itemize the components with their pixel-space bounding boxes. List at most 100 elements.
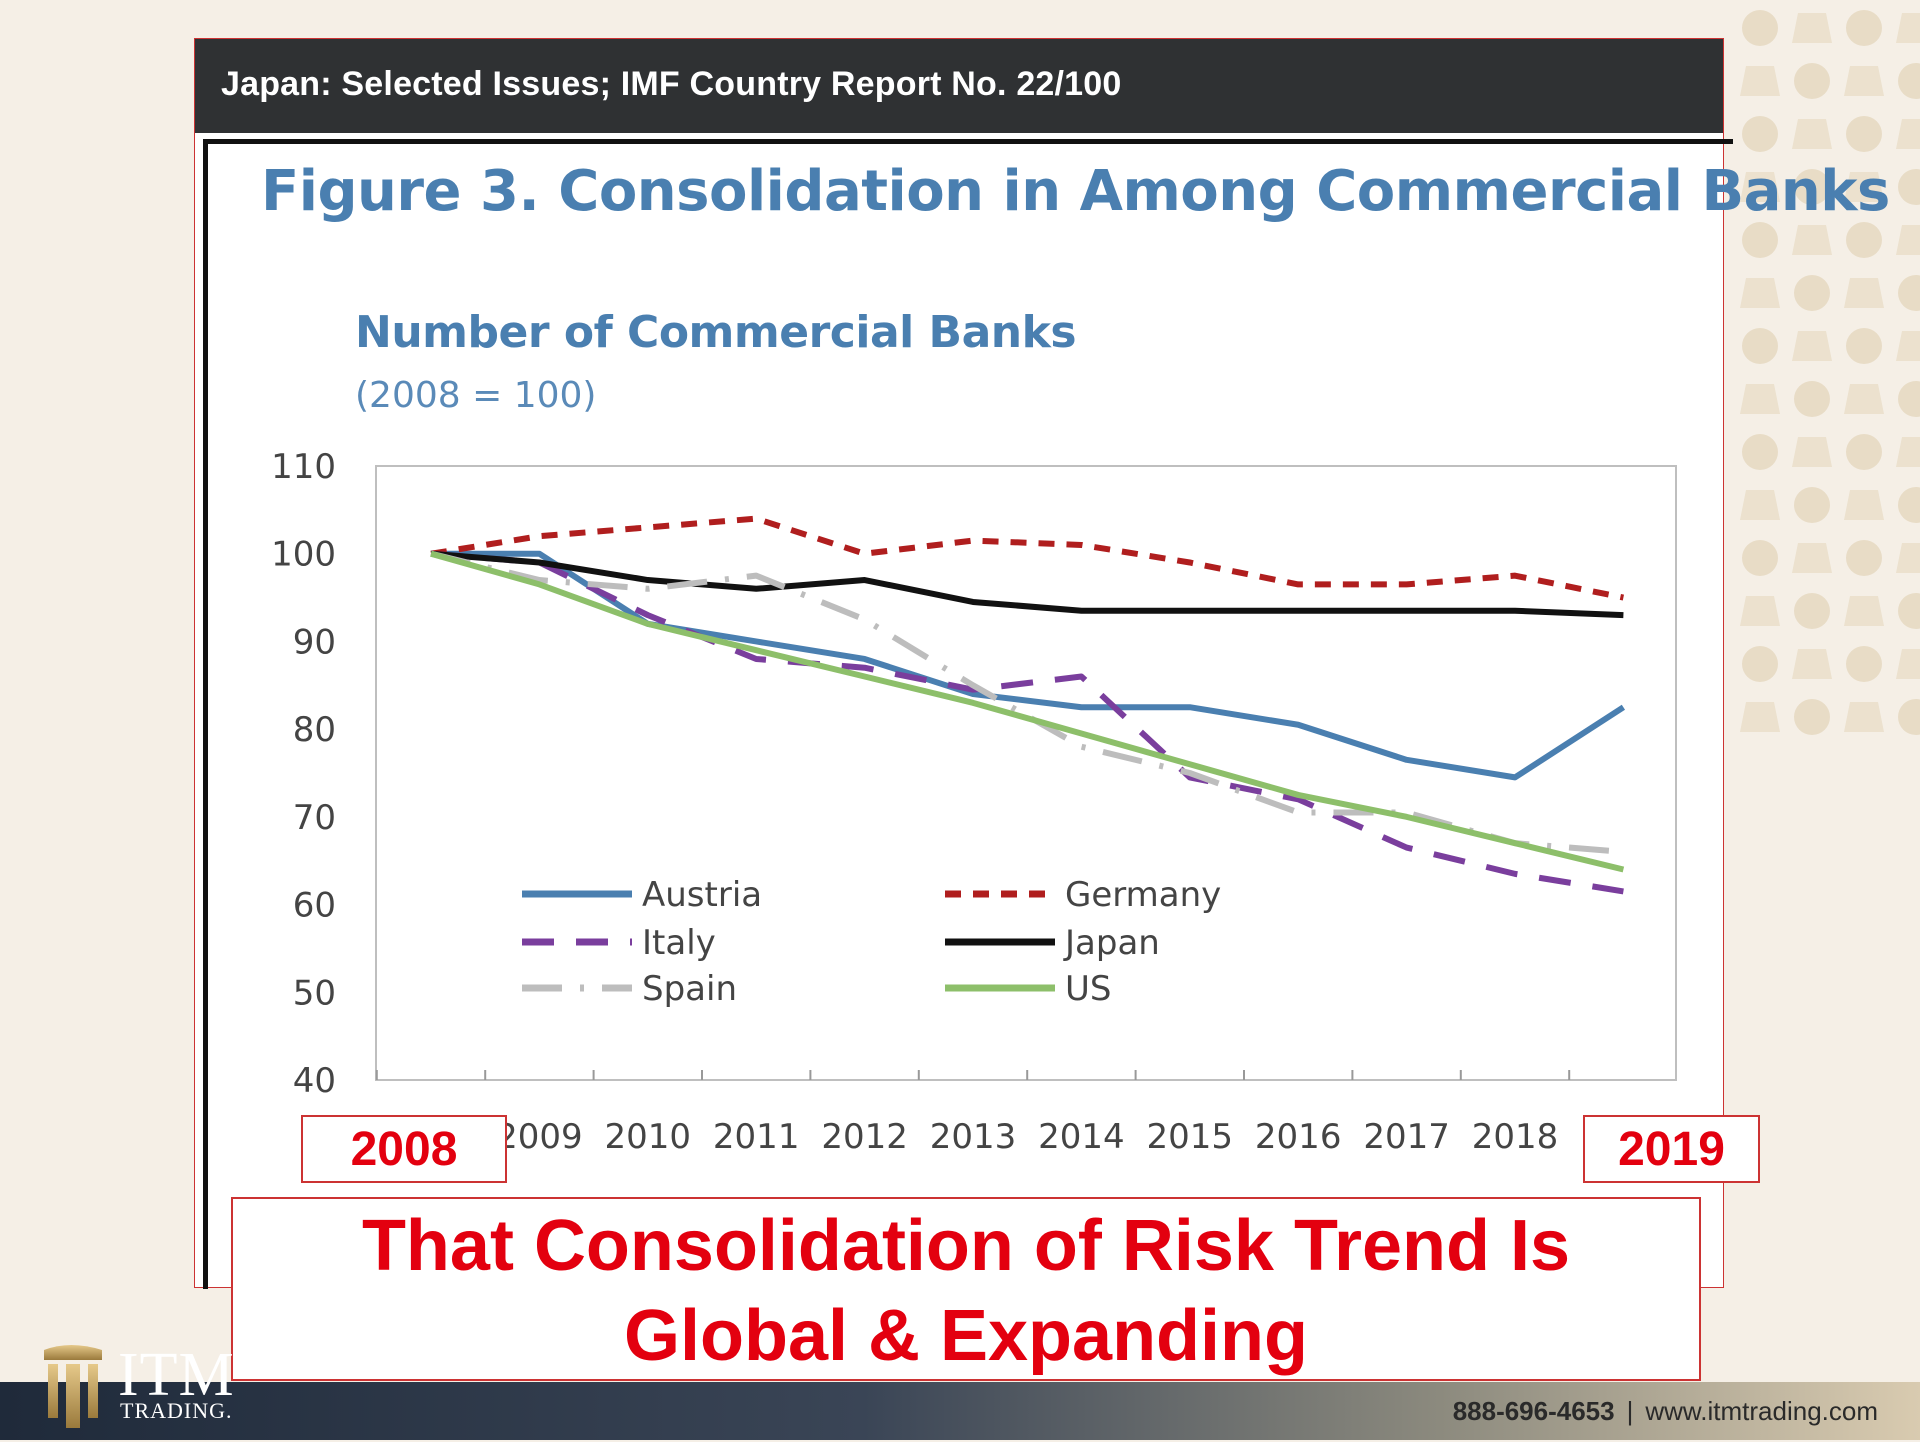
series-line-spain (430, 550, 1624, 855)
pattern-trapezoid (1740, 384, 1780, 414)
y-tick-label: 60 (293, 886, 336, 926)
pattern-circle (1742, 646, 1778, 682)
pattern-trapezoid (1844, 172, 1884, 202)
pattern-circle (1846, 646, 1882, 682)
pattern-trapezoid (1792, 649, 1832, 679)
pattern-circle (1846, 10, 1882, 46)
pattern-circle (1898, 63, 1920, 99)
pattern-trapezoid (1896, 437, 1920, 467)
figure-frame (203, 139, 1733, 1289)
pattern-trapezoid (1844, 596, 1884, 626)
legend-label-japan: Japan (1063, 923, 1160, 963)
logo-subtext: TRADING. (120, 1398, 233, 1423)
pattern-trapezoid (1896, 13, 1920, 43)
footer-website[interactable]: www.itmtrading.com (1645, 1396, 1878, 1426)
legend-label-us: US (1065, 969, 1111, 1009)
pattern-circle (1742, 116, 1778, 152)
pattern-trapezoid (1844, 278, 1884, 308)
pattern-circle (1742, 222, 1778, 258)
pattern-trapezoid (1896, 119, 1920, 149)
chart-subtitle: (2008 = 100) (355, 375, 597, 416)
pattern-trapezoid (1844, 384, 1884, 414)
y-tick-label: 90 (293, 622, 336, 662)
legend-label-austria: Austria (642, 875, 762, 915)
pattern-trapezoid (1844, 702, 1884, 732)
x-tick-label: 2013 (930, 1117, 1017, 1157)
pattern-circle (1742, 434, 1778, 470)
caption-line-2: Global & Expanding (623, 1296, 1309, 1376)
footer-contact: 888-696-4653 | www.itmtrading.com (1453, 1396, 1878, 1427)
pattern-trapezoid (1844, 490, 1884, 520)
y-tick-label: 100 (271, 535, 336, 575)
pattern-trapezoid (1792, 543, 1832, 573)
pattern-trapezoid (1792, 119, 1832, 149)
pattern-trapezoid (1844, 66, 1884, 96)
pattern-trapezoid (1896, 543, 1920, 573)
legend-label-italy: Italy (642, 923, 716, 963)
x-tick-label: 2012 (821, 1117, 908, 1157)
legend-label-spain: Spain (642, 969, 737, 1009)
plot-area-border (375, 465, 1677, 1081)
chart-title: Number of Commercial Banks (355, 307, 1077, 358)
footer-phone[interactable]: 888-696-4653 (1452, 1396, 1615, 1426)
footer-separator: | (1626, 1396, 1634, 1426)
pattern-circle (1794, 593, 1830, 629)
figure-title: Figure 3. Consolidation in Among Commerc… (261, 159, 1890, 224)
pattern-circle (1846, 540, 1882, 576)
x-tick-label: 2010 (605, 1117, 692, 1157)
pattern-trapezoid (1740, 278, 1780, 308)
x-tick-label: 2017 (1363, 1117, 1450, 1157)
pattern-trapezoid (1740, 702, 1780, 732)
pattern-circle (1742, 10, 1778, 46)
pattern-circle (1898, 275, 1920, 311)
pattern-circle (1794, 63, 1830, 99)
logo-wordmark: ITM (118, 1341, 235, 1409)
x-tick-label: 2014 (1038, 1117, 1125, 1157)
caption-line-1: That Consolidation of Risk Trend Is (361, 1206, 1571, 1286)
series-line-germany (430, 515, 1624, 601)
x-tick-label: 2009 (496, 1117, 583, 1157)
x-tick-label: 2018 (1472, 1117, 1559, 1157)
end-year-callout: 2019 (1583, 1115, 1760, 1183)
legend-label-germany: Germany (1065, 875, 1221, 915)
slide-caption: That Consolidation of Risk Trend Is Glob… (231, 1197, 1701, 1381)
pattern-circle (1794, 381, 1830, 417)
y-tick-label: 70 (293, 798, 336, 838)
pattern-circle (1794, 699, 1830, 735)
pattern-trapezoid (1792, 225, 1832, 255)
pattern-trapezoid (1896, 331, 1920, 361)
pattern-trapezoid (1740, 490, 1780, 520)
pattern-trapezoid (1792, 437, 1832, 467)
pattern-circle (1898, 487, 1920, 523)
pattern-circle (1846, 434, 1882, 470)
pattern-circle (1898, 169, 1920, 205)
start-year-callout: 2008 (301, 1115, 507, 1183)
pattern-trapezoid (1740, 596, 1780, 626)
series-line-italy (430, 550, 1624, 895)
y-tick-label: 110 (271, 447, 336, 487)
series-line-austria (431, 550, 1626, 781)
pattern-trapezoid (1740, 172, 1780, 202)
footer-bar: 888-696-4653 | www.itmtrading.com (0, 1382, 1920, 1440)
pattern-circle (1846, 328, 1882, 364)
pattern-circle (1794, 275, 1830, 311)
x-tick-label: 2015 (1147, 1117, 1234, 1157)
pattern-circle (1898, 593, 1920, 629)
pattern-circle (1794, 169, 1830, 205)
pattern-trapezoid (1792, 13, 1832, 43)
pattern-circle (1846, 222, 1882, 258)
pattern-circle (1898, 381, 1920, 417)
pattern-trapezoid (1896, 649, 1920, 679)
pattern-trapezoid (1896, 225, 1920, 255)
y-tick-label: 50 (293, 973, 336, 1013)
report-header-title: Japan: Selected Issues; IMF Country Repo… (221, 65, 1122, 103)
y-tick-label: 80 (293, 710, 336, 750)
pattern-circle (1742, 540, 1778, 576)
series-line-us (430, 550, 1625, 873)
pattern-circle (1898, 699, 1920, 735)
y-tick-label: 40 (293, 1061, 336, 1101)
pattern-trapezoid (1792, 331, 1832, 361)
decorative-pattern (1740, 10, 1920, 735)
pattern-circle (1794, 487, 1830, 523)
